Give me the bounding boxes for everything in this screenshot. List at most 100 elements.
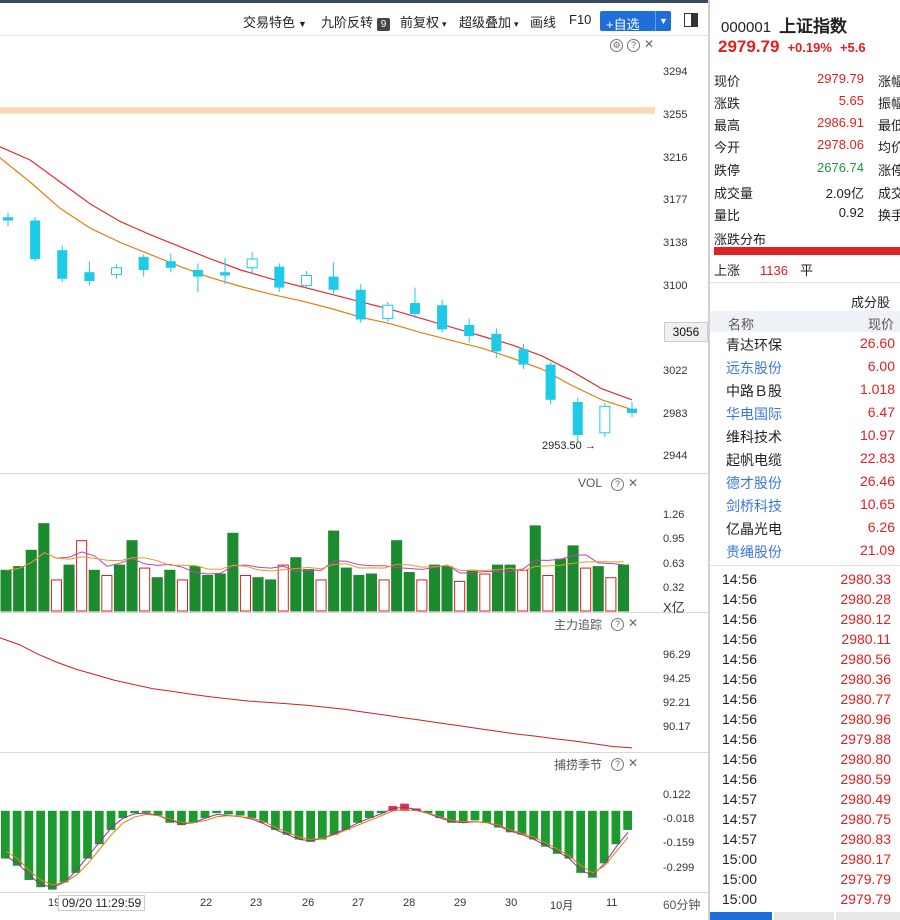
close-icon[interactable]: ✕ [628, 616, 639, 630]
close-icon[interactable]: ✕ [628, 476, 639, 490]
stock-row[interactable]: 华电国际 6.47 [710, 401, 900, 424]
col-price[interactable]: 现价 [867, 317, 894, 332]
stock-name[interactable]: 剑桥科技 [726, 498, 782, 514]
volume-bar [0, 569, 12, 612]
pane-divider[interactable] [0, 612, 708, 613]
tab[interactable] [774, 912, 834, 920]
field-key: 今开 [714, 140, 741, 155]
stock-row[interactable]: 起帆电缆 22.83 [710, 447, 900, 470]
draw-line-button[interactable]: 画线 [530, 12, 556, 31]
close-icon[interactable]: ✕ [644, 37, 655, 51]
date-tick: 27 [352, 897, 365, 909]
chart-toolbar: 交易特色 ▼ 九阶反转 9 前复权 ▾ 超级叠加 ▾ 画线 F10 +自选 ▼ [0, 0, 708, 36]
stock-row[interactable]: 德才股份 26.46 [710, 470, 900, 493]
panel-toggle-icon[interactable] [684, 13, 698, 27]
volume-bar [315, 579, 327, 612]
close-icon[interactable]: ✕ [628, 756, 639, 770]
price-axis-tick: 3216 [663, 152, 688, 164]
help-icon[interactable]: ? [611, 618, 624, 631]
stock-name[interactable]: 贵绳股份 [726, 544, 782, 560]
candle-body [355, 289, 366, 320]
price-axis-tick: 2944 [663, 450, 688, 462]
field-row: 现价 2979.79 涨幅 [714, 68, 900, 90]
stock-row[interactable]: 亿晶光电 6.26 [710, 516, 900, 539]
chart-canvas[interactable] [0, 0, 708, 920]
moving-average-line [0, 157, 633, 411]
stock-name[interactable]: 远东股份 [726, 360, 782, 376]
season-bar [224, 810, 233, 815]
settings-icon[interactable]: ⚙ [610, 39, 623, 52]
help-icon[interactable]: ? [627, 39, 640, 52]
tab[interactable] [836, 912, 900, 920]
volume-bar [214, 573, 226, 612]
season-bar [541, 810, 550, 847]
volume-pane [0, 523, 630, 612]
pane-divider[interactable] [0, 473, 708, 474]
tick-row: 15:00 2979.79 [710, 869, 900, 889]
tick-row: 14:56 2980.33 [710, 569, 900, 589]
stock-name[interactable]: 德才股份 [726, 475, 782, 491]
season-bar [353, 810, 362, 823]
stock-row[interactable]: 剑桥科技 10.65 [710, 493, 900, 516]
stock-name[interactable]: 起帆电缆 [726, 452, 782, 468]
period-selector[interactable]: 60分钟 [663, 898, 701, 912]
stock-row[interactable]: 远东股份 6.00 [710, 355, 900, 378]
col-name[interactable]: 名称 [728, 317, 755, 332]
candle-body [165, 261, 176, 268]
stock-price: 10.97 [859, 427, 895, 443]
season-signal-line [5, 806, 629, 888]
fq-menu[interactable]: 前复权 ▾ [400, 12, 447, 31]
stock-name[interactable]: 青达环保 [726, 337, 782, 353]
season-bar [94, 810, 104, 845]
stock-row[interactable]: 中路Ｂ股 1.018 [710, 378, 900, 401]
volume-bar [101, 574, 113, 612]
tick-time: 14:56 [722, 611, 758, 627]
stock-name[interactable]: 华电国际 [726, 406, 782, 422]
tick-time: 14:57 [722, 791, 758, 807]
track-axis-tick: 90.17 [663, 721, 691, 733]
tick-row: 14:56 2980.56 [710, 649, 900, 669]
tick-row: 14:56 2980.11 [710, 629, 900, 649]
season-bar [482, 810, 492, 823]
season-bar [12, 810, 22, 866]
season-signal-line [5, 809, 629, 886]
chevron-down-icon[interactable]: ▼ [655, 11, 671, 31]
help-icon[interactable]: ? [611, 758, 624, 771]
vol-unit: X亿 [663, 600, 685, 615]
constituents-header[interactable]: 成分股 [710, 282, 900, 312]
stock-row[interactable]: 维科技术 10.97 [710, 424, 900, 447]
field-key: 量比 [714, 208, 741, 223]
season-bar [177, 810, 186, 826]
date-tick: 30 [505, 897, 518, 909]
volume-bar [227, 532, 239, 612]
field-key: 涨幅 [878, 74, 900, 89]
stock-name[interactable]: 亿晶光电 [726, 521, 782, 537]
candle-body [192, 270, 203, 277]
stock-row[interactable]: 青达环保 26.60 [710, 332, 900, 355]
season-bar [294, 810, 304, 840]
stock-name[interactable]: 中路Ｂ股 [726, 383, 782, 399]
help-icon[interactable]: ? [611, 478, 624, 491]
season-axis-tick: -0.018 [663, 813, 695, 825]
stock-name[interactable]: 维科技术 [726, 429, 782, 445]
panel-splitter[interactable] [708, 0, 710, 920]
field-row: 今开 2978.06 均价 [714, 134, 900, 156]
trade-feature-menu[interactable]: 交易特色 ▼ [243, 12, 307, 31]
f10-button[interactable]: F10 [569, 12, 591, 27]
chevron-down-icon: ▾ [514, 19, 519, 29]
pane-divider[interactable] [0, 752, 708, 753]
season-bar [36, 810, 45, 888]
price-axis-tick: 2983 [663, 408, 688, 420]
nine-reversal-button[interactable]: 九阶反转 9 [321, 12, 391, 31]
overlay-menu[interactable]: 超级叠加 ▾ [459, 12, 519, 31]
tab-active[interactable] [710, 912, 772, 920]
season-bar [447, 810, 456, 823]
tick-price: 2980.11 [841, 631, 891, 647]
volume-bar [416, 579, 428, 612]
candle-body [274, 266, 285, 288]
tick-row: 14:56 2980.80 [710, 749, 900, 769]
add-watchlist-button[interactable]: +自选 ▼ [600, 11, 671, 32]
bottom-tabs [710, 912, 900, 920]
stock-row[interactable]: 贵绳股份 21.09 [710, 539, 900, 562]
season-bar [165, 810, 175, 823]
